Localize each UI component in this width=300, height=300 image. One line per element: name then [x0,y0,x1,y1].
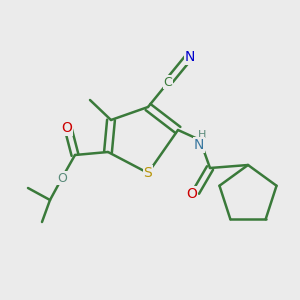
Text: S: S [144,166,152,180]
Text: C: C [164,76,172,88]
Text: N: N [194,138,204,152]
Text: O: O [187,187,197,201]
Text: O: O [57,172,67,184]
Text: O: O [61,121,72,135]
Text: N: N [185,50,195,64]
Text: H: H [198,130,206,140]
